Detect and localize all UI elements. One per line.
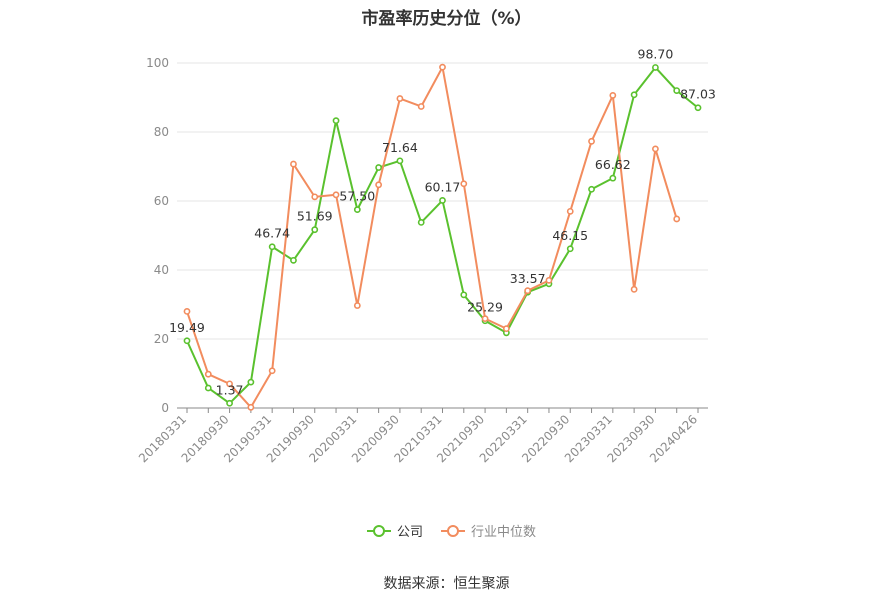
data-point[interactable] (524, 287, 532, 295)
data-point[interactable] (545, 276, 553, 284)
chart-title: 市盈率历史分位（%） (361, 9, 532, 29)
data-point[interactable] (609, 174, 617, 182)
data-point[interactable] (353, 302, 361, 309)
data-point[interactable] (673, 215, 681, 223)
legend-item-company[interactable]: 公司 (367, 525, 423, 540)
data-point[interactable] (268, 243, 276, 251)
y-tick-label: 40 (154, 263, 169, 277)
data-point[interactable] (226, 399, 233, 407)
series-lines (183, 63, 702, 411)
data-point[interactable] (396, 157, 404, 165)
data-label: 71.64 (382, 140, 418, 155)
y-tick-label: 80 (154, 125, 169, 139)
legend-label: 公司 (397, 525, 423, 540)
legend-label: 行业中位数 (471, 525, 536, 540)
data-point[interactable] (652, 64, 659, 71)
series-line (186, 66, 678, 409)
data-source-note: 数据来源：恒生聚源 (383, 576, 510, 592)
data-point[interactable] (204, 384, 212, 392)
data-point[interactable] (396, 95, 404, 102)
data-label: 46.74 (254, 226, 290, 241)
data-label: 25.29 (467, 300, 503, 315)
data-point[interactable] (502, 325, 510, 333)
data-label: 19.49 (169, 320, 205, 335)
data-label: 57.50 (339, 189, 375, 204)
y-tick-label: 100 (146, 56, 169, 70)
legend-marker-icon (447, 525, 459, 537)
axes: 0204060801002018033120180930201903312019… (136, 56, 708, 465)
data-point[interactable] (375, 164, 383, 171)
data-label: 87.03 (680, 87, 716, 102)
data-point[interactable] (290, 160, 297, 168)
data-point[interactable] (417, 103, 425, 110)
data-label: 46.15 (552, 228, 588, 243)
legend-marker-icon (373, 525, 385, 537)
data-point[interactable] (481, 315, 489, 323)
data-point[interactable] (353, 206, 361, 214)
data-point[interactable] (439, 197, 446, 204)
data-labels: 19.49 1.37 46.74 51.69 57.50 71.64 60.17 25.29 3… (169, 46, 716, 397)
data-point[interactable] (694, 104, 702, 112)
data-point[interactable] (630, 91, 638, 99)
data-label: 66.62 (595, 157, 631, 172)
data-label: 60.17 (425, 179, 461, 194)
data-point[interactable] (311, 226, 319, 234)
data-point[interactable] (311, 193, 319, 201)
data-point[interactable] (268, 367, 276, 375)
y-tick-label: 0 (161, 401, 169, 415)
data-point[interactable] (439, 63, 446, 71)
data-point[interactable] (375, 181, 383, 189)
data-point[interactable] (204, 370, 212, 378)
data-point[interactable] (652, 145, 659, 153)
data-point[interactable] (588, 137, 595, 145)
data-point[interactable] (332, 117, 340, 125)
data-label: 1.37 (216, 382, 244, 397)
data-label: 98.70 (638, 46, 674, 61)
data-point[interactable] (290, 256, 297, 264)
data-point[interactable] (566, 207, 574, 215)
data-point[interactable] (673, 87, 681, 94)
y-tick-label: 60 (154, 194, 169, 208)
legend[interactable]: 公司 行业中位数 (367, 525, 536, 540)
data-point[interactable] (226, 380, 233, 388)
data-point[interactable] (566, 245, 574, 253)
legend-item-industry-median[interactable]: 行业中位数 (441, 525, 536, 540)
data-point[interactable] (460, 291, 468, 299)
data-point[interactable] (247, 403, 255, 411)
y-tick-label: 20 (154, 332, 169, 346)
data-point[interactable] (183, 337, 191, 345)
data-point[interactable] (460, 180, 468, 188)
data-label: 33.57 (510, 271, 546, 286)
data-point[interactable] (588, 185, 595, 193)
data-point[interactable] (630, 285, 638, 293)
data-point[interactable] (183, 307, 191, 315)
data-point[interactable] (609, 92, 617, 99)
data-label: 51.69 (297, 209, 333, 224)
data-point[interactable] (247, 378, 255, 386)
data-point[interactable] (332, 191, 340, 199)
data-point[interactable] (417, 218, 425, 226)
